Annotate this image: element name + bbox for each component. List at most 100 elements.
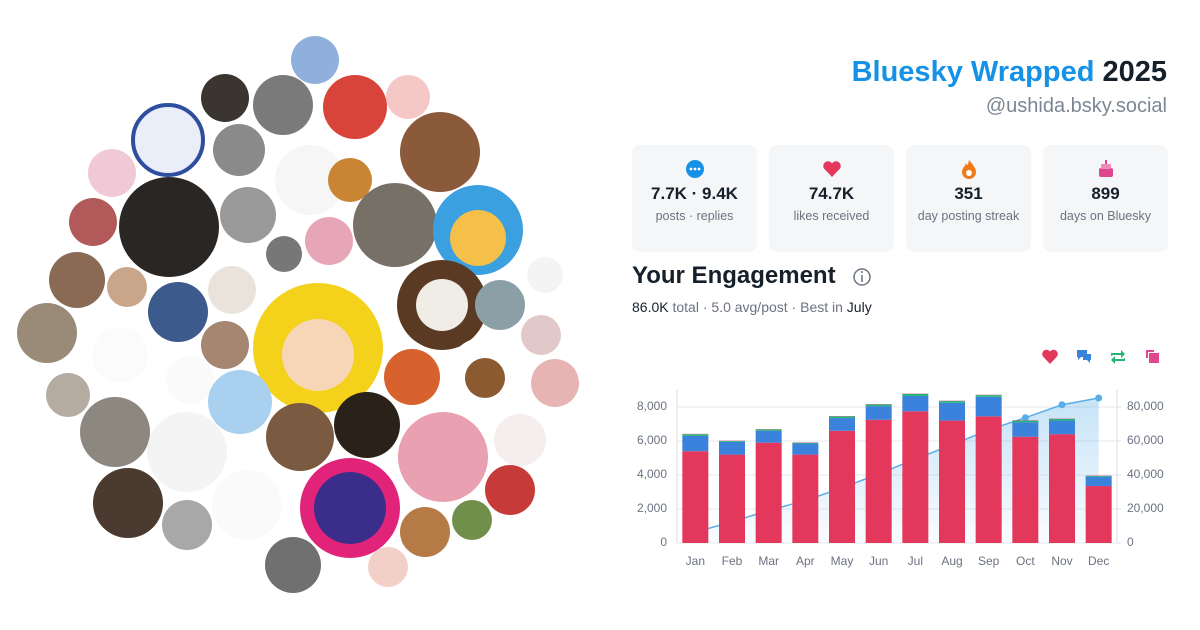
avatar[interactable] bbox=[253, 75, 313, 135]
stat-icon bbox=[1098, 160, 1113, 177]
avatar[interactable] bbox=[208, 370, 272, 434]
title-text: Bluesky Wrapped bbox=[851, 56, 1095, 88]
avatar[interactable] bbox=[17, 303, 77, 363]
legend-icon[interactable] bbox=[1042, 349, 1058, 364]
avatar[interactable] bbox=[485, 465, 535, 515]
avatar[interactable] bbox=[400, 507, 450, 557]
avatar[interactable] bbox=[353, 183, 437, 267]
avatar[interactable] bbox=[93, 468, 163, 538]
avatar[interactable] bbox=[46, 373, 90, 417]
bar-segment bbox=[682, 451, 709, 543]
avatar[interactable] bbox=[213, 124, 265, 176]
stat-icon bbox=[961, 160, 976, 179]
avatar[interactable] bbox=[49, 252, 105, 308]
avatar[interactable] bbox=[275, 145, 345, 215]
bar-segment bbox=[865, 404, 892, 407]
x-tick-label: Jan bbox=[686, 554, 705, 568]
avatar[interactable] bbox=[92, 327, 148, 383]
bar-segment bbox=[975, 416, 1002, 543]
avatar[interactable] bbox=[107, 267, 147, 307]
avatar[interactable] bbox=[220, 187, 276, 243]
engagement-chart: 0 2,000 4,000 6,000 8,000 0 20,000 40,000 60,000… bbox=[637, 349, 1164, 568]
avatar[interactable] bbox=[265, 537, 321, 593]
avatar[interactable] bbox=[323, 75, 387, 139]
stat-card: 74.7K likes received bbox=[769, 145, 894, 252]
bar-segment bbox=[975, 395, 1002, 397]
y2-tick-label: 80,000 bbox=[1127, 399, 1164, 413]
year: 2025 bbox=[1102, 56, 1167, 88]
legend-icon[interactable] bbox=[1111, 350, 1125, 364]
x-tick-label: Sep bbox=[978, 554, 1000, 568]
avatar[interactable] bbox=[494, 414, 546, 466]
handle[interactable]: @ushida.bsky.social bbox=[985, 95, 1167, 117]
x-tick-label: Dec bbox=[1088, 554, 1109, 568]
bar-segment bbox=[1085, 475, 1112, 477]
bar-segment bbox=[1049, 434, 1075, 543]
stat-label: day posting streak bbox=[917, 209, 1020, 223]
y2-tick-label: 40,000 bbox=[1127, 467, 1164, 481]
avatar[interactable] bbox=[384, 349, 440, 405]
stat-value: 7.7K · 9.4K bbox=[651, 184, 738, 203]
avatar[interactable] bbox=[328, 158, 372, 202]
y-tick-label: 6,000 bbox=[637, 433, 667, 447]
avatar[interactable] bbox=[521, 315, 561, 355]
avatar[interactable] bbox=[162, 500, 212, 550]
avatar[interactable] bbox=[386, 75, 430, 119]
avatar[interactable] bbox=[80, 397, 150, 467]
avatar[interactable] bbox=[147, 412, 227, 492]
bar-segment bbox=[1049, 420, 1075, 435]
bar-segment bbox=[939, 402, 965, 421]
stat-icon bbox=[685, 160, 704, 178]
bar-segment bbox=[719, 441, 745, 455]
bar-segment bbox=[755, 442, 782, 543]
avatar[interactable] bbox=[527, 257, 563, 293]
bar-segment bbox=[719, 441, 745, 442]
info-icon[interactable] bbox=[853, 268, 871, 286]
avatar[interactable] bbox=[212, 470, 282, 540]
bar-segment bbox=[829, 418, 855, 431]
bar-segment bbox=[755, 430, 782, 443]
y2-tick-label: 60,000 bbox=[1127, 433, 1164, 447]
avatar[interactable] bbox=[266, 403, 334, 471]
avatar[interactable] bbox=[131, 103, 205, 177]
avatar[interactable] bbox=[452, 500, 492, 540]
avatar[interactable] bbox=[201, 321, 249, 369]
avatar-detail bbox=[314, 472, 386, 544]
avatar[interactable] bbox=[291, 36, 339, 84]
x-tick-label: Oct bbox=[1016, 554, 1035, 568]
avatar[interactable] bbox=[475, 280, 525, 330]
avatar[interactable] bbox=[266, 236, 302, 272]
avatar-detail bbox=[450, 210, 506, 266]
stat-card: 899 days on Bluesky bbox=[1043, 145, 1168, 252]
avatar[interactable] bbox=[400, 112, 480, 192]
x-tick-label: Nov bbox=[1051, 554, 1072, 568]
avatar[interactable] bbox=[368, 547, 408, 587]
legend-icon[interactable] bbox=[1077, 350, 1091, 363]
line-point bbox=[1095, 394, 1103, 402]
summary-total: 86.0K bbox=[632, 299, 669, 315]
avatar[interactable] bbox=[398, 412, 488, 502]
bar-segment bbox=[1049, 418, 1075, 421]
bar-segment bbox=[682, 434, 709, 436]
avatar[interactable] bbox=[208, 266, 256, 314]
avatar-detail bbox=[282, 319, 354, 391]
stat-card: 351 day posting streak bbox=[906, 145, 1031, 252]
bar-segment bbox=[792, 454, 819, 543]
bar-segment bbox=[1012, 436, 1039, 543]
y-tick-label: 4,000 bbox=[637, 467, 667, 481]
avatar[interactable] bbox=[119, 177, 219, 277]
avatar-collage bbox=[17, 36, 579, 593]
avatar[interactable] bbox=[148, 282, 208, 342]
stat-label: likes received bbox=[793, 209, 870, 223]
avatar[interactable] bbox=[88, 149, 136, 197]
y-tick-label: 8,000 bbox=[637, 399, 667, 413]
avatar[interactable] bbox=[531, 359, 579, 407]
avatar[interactable] bbox=[166, 356, 214, 404]
avatar[interactable] bbox=[201, 74, 249, 122]
avatar[interactable] bbox=[69, 198, 117, 246]
legend-icon[interactable] bbox=[1146, 350, 1159, 363]
avatar[interactable] bbox=[305, 217, 353, 265]
avatar-detail bbox=[465, 358, 505, 398]
avatar[interactable] bbox=[334, 392, 400, 458]
bar-segment bbox=[792, 442, 819, 444]
